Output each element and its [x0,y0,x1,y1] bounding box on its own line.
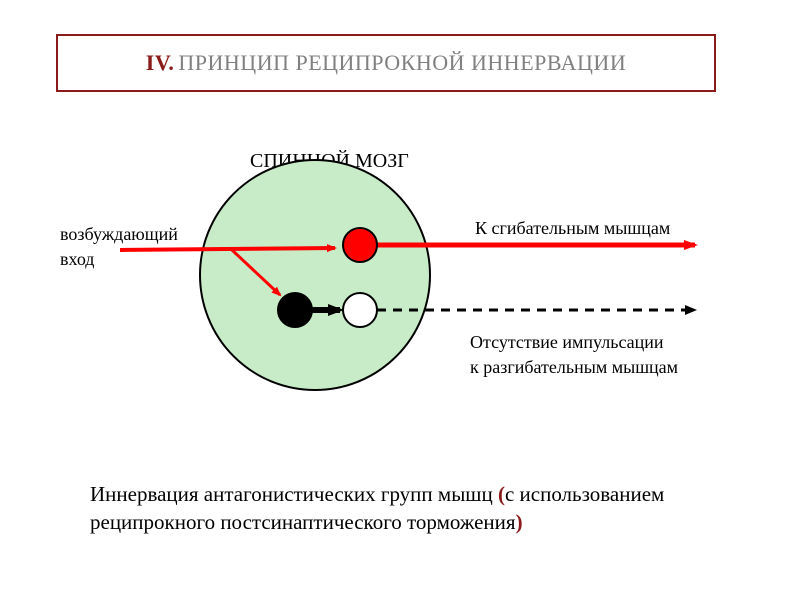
diagram-area: СПИННОЙ МОЗГ возбуждающий вход К сгибате… [0,120,800,440]
excitatory-motor-neuron [343,228,377,262]
paren-close: ) [516,510,523,534]
diagram-svg [0,120,800,440]
title-numeral: IV. [146,50,175,75]
title-text: ПРИНЦИП РЕЦИПРОКНОЙ ИННЕРВАЦИИ [178,50,626,75]
spinal-cord-circle [200,160,430,390]
paren-open: ( [498,482,505,506]
inhibitory-interneuron [278,293,312,327]
inhibited-motor-neuron [343,293,377,327]
caption-text: Иннервация антагонистических групп мышц … [90,480,710,537]
title-box: IV. ПРИНЦИП РЕЦИПРОКНОЙ ИННЕРВАЦИИ [56,34,716,92]
caption-prefix: Иннервация антагонистических групп мышц [90,482,498,506]
